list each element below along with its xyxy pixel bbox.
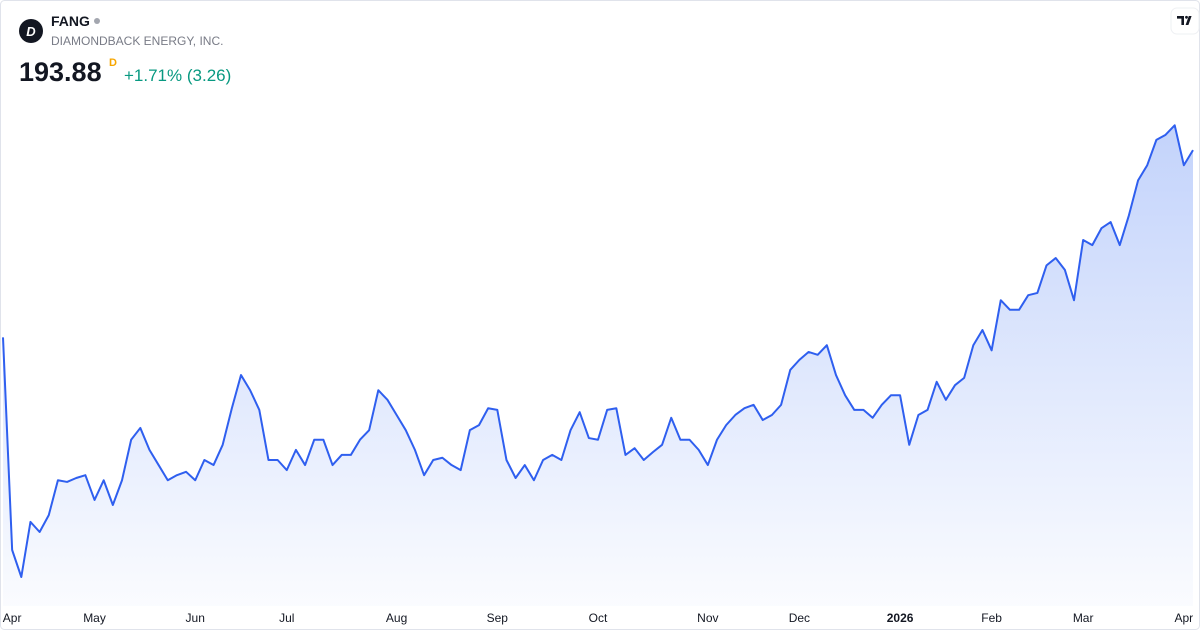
x-tick-label: Aug xyxy=(386,611,407,625)
x-tick-label: Dec xyxy=(789,611,810,625)
x-tick-label: Oct xyxy=(589,611,608,625)
logo xyxy=(19,19,43,43)
x-tick-label: Apr xyxy=(1175,611,1194,625)
x-tick-label: Jul xyxy=(279,611,294,625)
status-dot xyxy=(94,18,100,24)
change: +1.71% (3.26) xyxy=(124,66,231,85)
company-name: DIAMONDBACK ENERGY, INC. xyxy=(51,34,223,48)
price: 193.88 xyxy=(19,57,102,87)
area-fill xyxy=(3,125,1193,606)
brand-logo xyxy=(1177,16,1192,25)
plot-area: Apr May Jun Jul Aug Sep Oct Nov Dec 2026 Feb Mar Apr xyxy=(2,124,1194,625)
interval: D xyxy=(109,57,117,69)
x-tick-label: 2026 xyxy=(887,611,914,625)
x-tick-label: Apr xyxy=(3,611,22,625)
brand-logo-dot xyxy=(1185,15,1188,19)
x-tick-label: May xyxy=(83,611,106,625)
x-tick-label: Nov xyxy=(697,611,718,625)
x-tick-label: Mar xyxy=(1073,611,1094,625)
brand-badge[interactable] xyxy=(1170,7,1200,35)
logo-glyph: D xyxy=(26,24,36,39)
x-tick-label: Sep xyxy=(487,611,509,625)
symbol: FANG xyxy=(51,13,90,29)
price-line xyxy=(2,124,1194,578)
x-tick-label: Jun xyxy=(186,611,205,625)
x-tick-label: Feb xyxy=(981,611,1002,625)
